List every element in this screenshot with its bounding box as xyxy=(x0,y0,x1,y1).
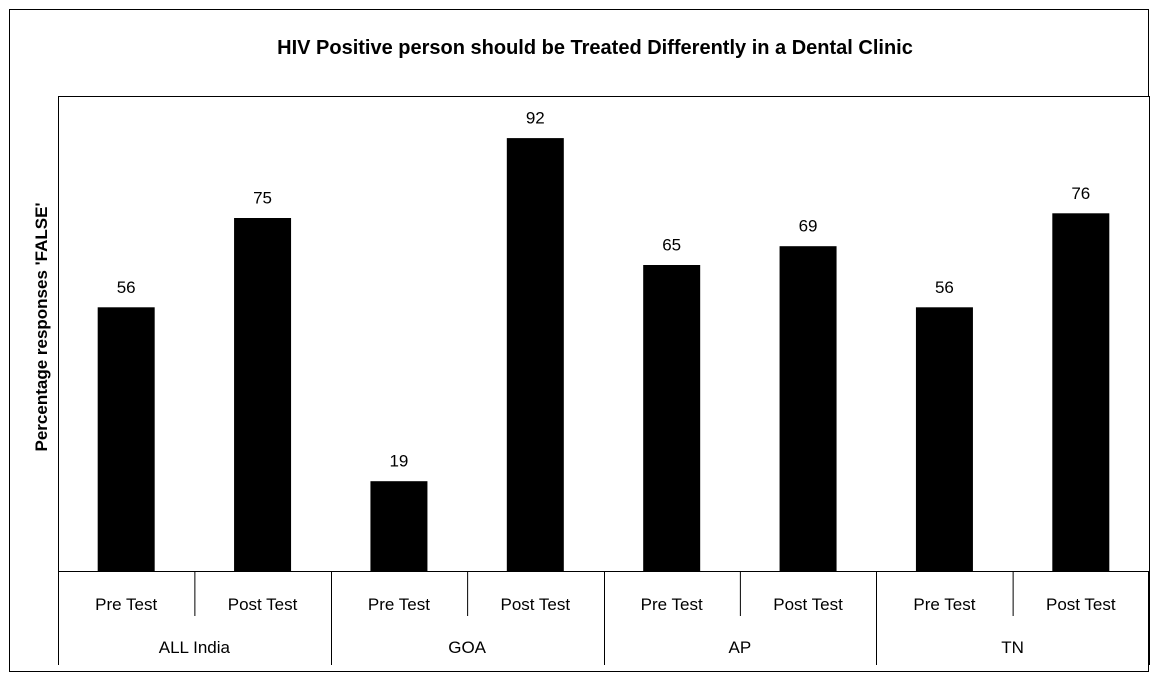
group-label-2: AP xyxy=(729,638,752,657)
group-label-3: TN xyxy=(1001,638,1024,657)
chart-title: HIV Positive person should be Treated Di… xyxy=(277,37,913,59)
data-label-1-0: 19 xyxy=(389,452,408,471)
data-label-2-0: 65 xyxy=(662,236,681,255)
category-label-0-1: Post Test xyxy=(228,595,298,614)
bar-0-1 xyxy=(234,218,292,572)
category-label-2-0: Pre Test xyxy=(641,595,703,614)
category-label-3-1: Post Test xyxy=(1046,595,1116,614)
data-labels-layer: 56 75 19 92 65 69 56 76 xyxy=(117,109,1091,471)
data-label-2-1: 69 xyxy=(799,217,818,236)
y-axis-label: Percentage responses 'FALSE' xyxy=(32,202,51,451)
bar-0-0 xyxy=(97,307,155,572)
bar-1-1 xyxy=(506,138,564,572)
category-label-3-0: Pre Test xyxy=(913,595,975,614)
group-label-0: ALL India xyxy=(159,638,231,657)
category-axis: Pre Test Post Test ALL India Pre Test Post T… xyxy=(58,571,1150,665)
data-label-1-1: 92 xyxy=(526,109,545,128)
bar-2-1 xyxy=(779,246,837,572)
plot-area-border xyxy=(58,96,1150,572)
category-label-1-0: Pre Test xyxy=(368,595,430,614)
bars-layer xyxy=(97,138,1110,572)
group-label-1: GOA xyxy=(448,638,486,657)
bar-1-0 xyxy=(370,481,428,572)
category-label-1-1: Post Test xyxy=(501,595,571,614)
category-label-2-1: Post Test xyxy=(773,595,843,614)
data-label-0-1: 75 xyxy=(253,189,272,208)
category-label-0-0: Pre Test xyxy=(95,595,157,614)
bar-3-0 xyxy=(915,307,973,572)
bar-2-0 xyxy=(643,265,701,572)
data-label-0-0: 56 xyxy=(117,278,136,297)
bar-3-1 xyxy=(1052,213,1110,572)
data-label-3-1: 76 xyxy=(1071,184,1090,203)
data-label-3-0: 56 xyxy=(935,278,954,297)
